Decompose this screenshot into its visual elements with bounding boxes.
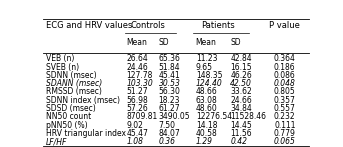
Text: 56.30: 56.30 xyxy=(158,87,180,96)
Text: 42.50: 42.50 xyxy=(230,79,252,88)
Text: P value: P value xyxy=(269,21,300,30)
Text: Mean: Mean xyxy=(196,38,216,47)
Text: 0.048: 0.048 xyxy=(274,79,296,88)
Text: 51.27: 51.27 xyxy=(127,87,148,96)
Text: 11528.46: 11528.46 xyxy=(230,112,266,121)
Text: pNN50 (%): pNN50 (%) xyxy=(46,121,87,130)
Text: 18.23: 18.23 xyxy=(158,96,180,105)
Text: 24.66: 24.66 xyxy=(230,96,252,105)
Text: 46.26: 46.26 xyxy=(230,71,252,80)
Text: 0.357: 0.357 xyxy=(274,96,296,105)
Text: SD: SD xyxy=(158,38,169,47)
Text: 26.64: 26.64 xyxy=(127,54,149,63)
Text: 3490.05: 3490.05 xyxy=(158,112,190,121)
Text: 48.66: 48.66 xyxy=(196,87,217,96)
Text: 103.30: 103.30 xyxy=(127,79,153,88)
Text: 0.779: 0.779 xyxy=(274,129,296,138)
Text: 0.186: 0.186 xyxy=(274,63,296,72)
Text: Mean: Mean xyxy=(127,38,147,47)
Text: 45.41: 45.41 xyxy=(158,71,180,80)
Text: 1.08: 1.08 xyxy=(127,137,144,146)
Text: 0.232: 0.232 xyxy=(274,112,296,121)
Text: 0.36: 0.36 xyxy=(158,137,176,146)
Text: 0.086: 0.086 xyxy=(274,71,296,80)
Text: 11.56: 11.56 xyxy=(230,129,252,138)
Text: 63.08: 63.08 xyxy=(196,96,217,105)
Text: 7.50: 7.50 xyxy=(158,121,176,130)
Text: 30.53: 30.53 xyxy=(158,79,180,88)
Text: 33.62: 33.62 xyxy=(230,87,252,96)
Text: HRV triangular index: HRV triangular index xyxy=(46,129,126,138)
Text: SDNN (msec): SDNN (msec) xyxy=(46,71,96,80)
Text: 57.26: 57.26 xyxy=(127,104,149,113)
Text: 0.065: 0.065 xyxy=(274,137,296,146)
Text: Patients: Patients xyxy=(201,21,235,30)
Text: ECG and HRV values: ECG and HRV values xyxy=(46,21,132,30)
Text: SDSD (msec): SDSD (msec) xyxy=(46,104,95,113)
Text: 11.23: 11.23 xyxy=(196,54,217,63)
Text: 9.65: 9.65 xyxy=(196,63,213,72)
Text: 34.84: 34.84 xyxy=(230,104,252,113)
Text: SDANN (msec): SDANN (msec) xyxy=(46,79,102,88)
Text: 56.98: 56.98 xyxy=(127,96,149,105)
Text: Controls: Controls xyxy=(130,21,165,30)
Text: 65.36: 65.36 xyxy=(158,54,180,63)
Text: SD: SD xyxy=(230,38,241,47)
Text: SDNN index (msec): SDNN index (msec) xyxy=(46,96,119,105)
Text: 40.58: 40.58 xyxy=(196,129,217,138)
Text: 84.07: 84.07 xyxy=(158,129,180,138)
Text: 8709.81: 8709.81 xyxy=(127,112,158,121)
Text: 0.557: 0.557 xyxy=(274,104,296,113)
Text: 24.46: 24.46 xyxy=(127,63,149,72)
Text: 0.111: 0.111 xyxy=(274,121,296,130)
Text: 12276.54: 12276.54 xyxy=(196,112,232,121)
Text: VEB (n): VEB (n) xyxy=(46,54,74,63)
Text: 51.84: 51.84 xyxy=(158,63,180,72)
Text: 124.40: 124.40 xyxy=(196,79,223,88)
Text: 42.84: 42.84 xyxy=(230,54,252,63)
Text: 16.15: 16.15 xyxy=(230,63,252,72)
Text: 0.805: 0.805 xyxy=(274,87,296,96)
Text: 1.29: 1.29 xyxy=(196,137,213,146)
Text: 9.02: 9.02 xyxy=(127,121,143,130)
Text: 45.47: 45.47 xyxy=(127,129,149,138)
Text: NN50 count: NN50 count xyxy=(46,112,91,121)
Text: 48.60: 48.60 xyxy=(196,104,217,113)
Text: 148.35: 148.35 xyxy=(196,71,222,80)
Text: 0.364: 0.364 xyxy=(274,54,296,63)
Text: RMSSD (msec): RMSSD (msec) xyxy=(46,87,102,96)
Text: SVEB (n): SVEB (n) xyxy=(46,63,79,72)
Text: 61.27: 61.27 xyxy=(158,104,180,113)
Text: 14.45: 14.45 xyxy=(230,121,252,130)
Text: 127.78: 127.78 xyxy=(127,71,153,80)
Text: LF/HF: LF/HF xyxy=(46,137,67,146)
Text: 14.18: 14.18 xyxy=(196,121,217,130)
Text: 0.42: 0.42 xyxy=(230,137,247,146)
